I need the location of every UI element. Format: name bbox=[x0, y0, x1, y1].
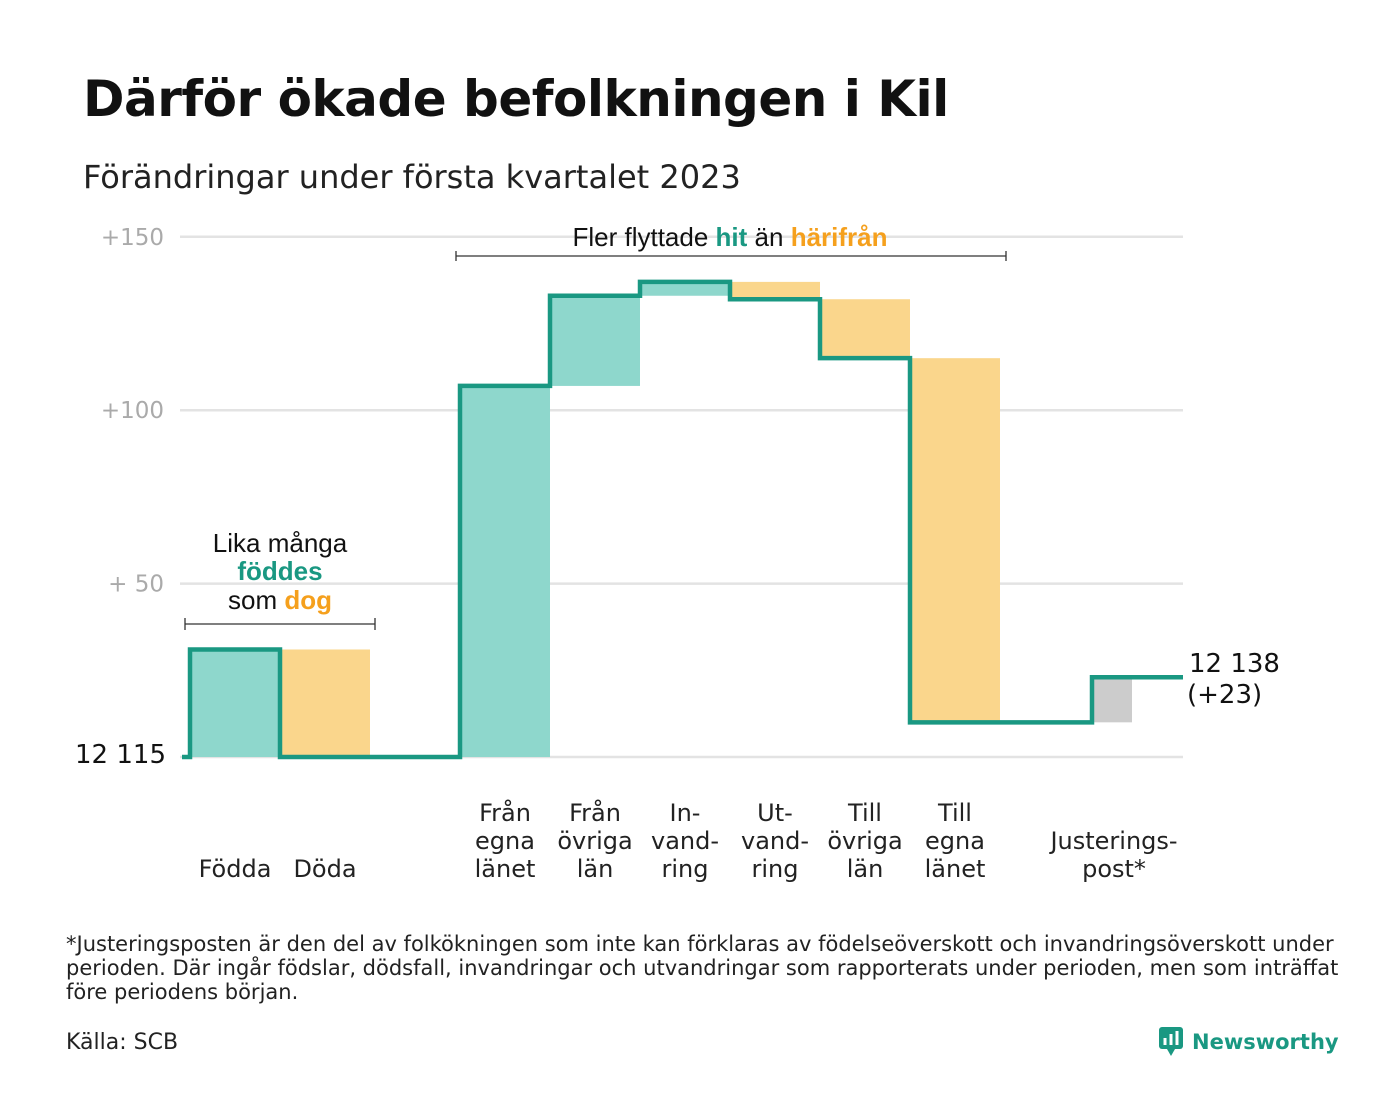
end-total-label: 12 138 bbox=[1189, 649, 1280, 679]
category-label-5-2: ring bbox=[752, 855, 799, 883]
annotation-births-highlight-died: dog bbox=[284, 585, 332, 615]
category-label-6-2: län bbox=[847, 855, 884, 883]
bar-3 bbox=[550, 295, 640, 386]
annotation-births-line3: som dog bbox=[228, 585, 332, 615]
category-label-2-0: Från bbox=[479, 798, 531, 827]
bar-8 bbox=[1092, 677, 1132, 723]
category-label-3-1: övriga bbox=[557, 827, 632, 855]
category-label-8-0: Justerings- bbox=[1048, 827, 1177, 855]
category-label-5-1: vand- bbox=[741, 827, 809, 855]
annotation-migration-highlight-away: härifrån bbox=[791, 222, 888, 252]
bar-4 bbox=[640, 281, 730, 296]
annotation-births-line1: Lika många bbox=[213, 528, 348, 558]
category-label-3-0: Från bbox=[569, 798, 621, 827]
bar-2 bbox=[460, 385, 550, 757]
annotation-migration-highlight-here: hit bbox=[716, 222, 748, 252]
annotation-migration-text: Fler flyttade hit än härifrån bbox=[572, 222, 887, 252]
category-label-7-1: egna bbox=[925, 827, 985, 855]
end-change-label: (+23) bbox=[1187, 680, 1262, 710]
annotation-births: Lika många föddes som dog bbox=[184, 528, 376, 630]
category-label-8-1: post* bbox=[1082, 855, 1146, 883]
category-label-1-0: Döda bbox=[293, 855, 356, 883]
bar-7 bbox=[910, 358, 1000, 723]
category-label-4-2: ring bbox=[662, 855, 709, 883]
category-label-0-0: Födda bbox=[199, 855, 272, 883]
step-line-layer bbox=[182, 279, 1183, 760]
category-label-4-1: vand- bbox=[651, 827, 719, 855]
cumulative-step-line bbox=[182, 279, 1183, 760]
annotation-migration: Fler flyttade hit än härifrån bbox=[455, 222, 1007, 261]
annotation-migration-pre: Fler flyttade bbox=[572, 222, 708, 252]
category-label-7-0: Till bbox=[937, 799, 972, 827]
category-label-2-1: egna bbox=[475, 827, 535, 855]
y-tick-label-0: +150 bbox=[101, 225, 164, 251]
y-tick-label-2: + 50 bbox=[108, 572, 164, 598]
brand-logo: Newsworthy bbox=[1158, 1026, 1339, 1058]
chart-title: Därför ökade befolkningen i Kil bbox=[83, 70, 949, 128]
annotation-births-pre: som bbox=[228, 585, 277, 615]
bar-0 bbox=[190, 649, 280, 757]
chart-subtitle: Förändringar under första kvartalet 2023 bbox=[83, 158, 741, 196]
footnote: *Justeringsposten är den del av folkökni… bbox=[66, 932, 1339, 1004]
category-label-7-2: länet bbox=[925, 855, 986, 883]
brand-name: Newsworthy bbox=[1192, 1030, 1339, 1054]
category-label-2-2: länet bbox=[475, 855, 536, 883]
annotation-migration-mid: än bbox=[755, 222, 784, 252]
category-label-4-0: In- bbox=[670, 799, 701, 827]
category-label-3-2: län bbox=[577, 855, 614, 883]
y-tick-label-1: +100 bbox=[101, 398, 164, 424]
bar-6 bbox=[820, 299, 910, 359]
annotation-births-highlight-born: föddes bbox=[237, 556, 322, 586]
category-label-5-0: Ut- bbox=[757, 799, 793, 827]
source-label: Källa: SCB bbox=[66, 1030, 179, 1055]
bar-5 bbox=[730, 281, 820, 300]
category-label-6-0: Till bbox=[847, 799, 882, 827]
bar-1 bbox=[280, 649, 370, 757]
bar-layer bbox=[190, 281, 1132, 757]
category-label-6-1: övriga bbox=[827, 827, 902, 855]
baseline-label: 12 115 bbox=[75, 740, 166, 770]
newsworthy-logo-icon bbox=[1159, 1027, 1183, 1056]
